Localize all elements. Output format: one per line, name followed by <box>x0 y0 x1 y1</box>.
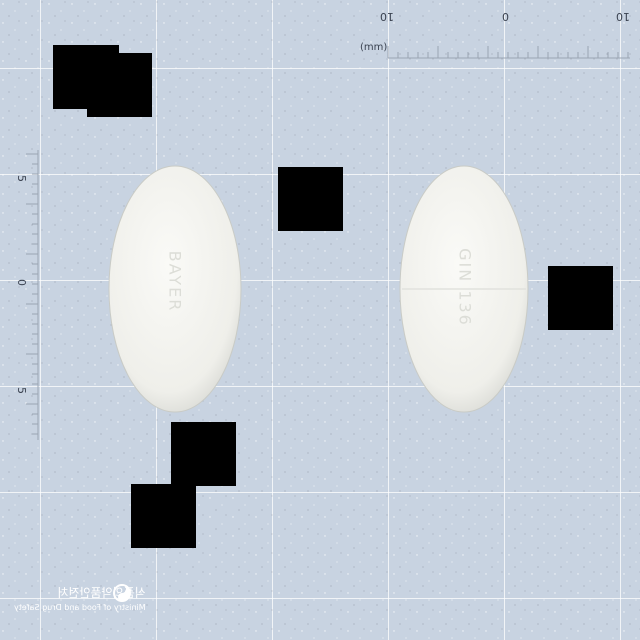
redaction-block-3 <box>278 167 343 231</box>
redaction-block-2 <box>87 53 152 117</box>
ministry-logo-icon <box>113 584 131 602</box>
ruler-unit: (mm) <box>360 42 388 53</box>
pill-back-imprint: GIN 136 <box>455 248 475 327</box>
redaction-block-4 <box>548 266 613 330</box>
pill-back <box>399 165 529 413</box>
left-ruler: 5 0 5 <box>8 150 48 440</box>
redaction-block-5 <box>171 422 236 486</box>
ruler-left-ticks <box>26 150 39 440</box>
redaction-block-6 <box>131 484 196 548</box>
ruler-ticks <box>387 46 630 59</box>
pill-front <box>108 165 242 413</box>
pill-front-imprint: BAYER <box>165 250 185 313</box>
ministry-watermark: 식품의약품안전처 Ministry of Food and Drug Safet… <box>14 584 146 612</box>
ministry-name-ko: 식품의약품안전처 <box>57 586 146 600</box>
ministry-name-en: Ministry of Food and Drug Safety <box>14 603 146 612</box>
top-ruler: 10 0 10 (mm) <box>360 8 636 62</box>
